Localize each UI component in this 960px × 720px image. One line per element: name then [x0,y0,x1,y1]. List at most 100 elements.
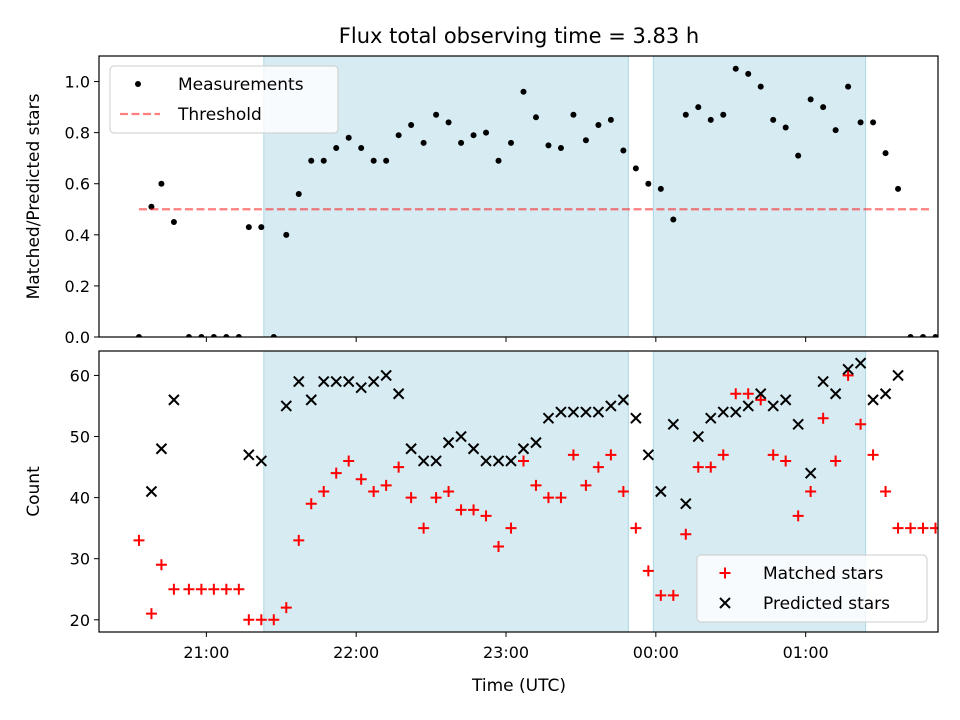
measurement-point [420,139,427,146]
matched-star-point [168,583,180,595]
matched-star-point [517,455,529,467]
legend-box [696,554,928,623]
matched-star-point [208,583,220,595]
predicted-star-point [867,394,879,406]
legend: Measurements Threshold [109,65,339,134]
matched-star-point [233,583,245,595]
y-tick-label: 60 [70,366,90,385]
matched-star-point [592,461,604,473]
measurement-point [732,65,739,72]
matched-star-point [655,589,667,601]
matched-star-point [630,522,642,534]
matched-star-point [155,559,167,571]
measurement-point [707,116,714,123]
predicted-star-point [630,412,642,424]
measurement-point [782,124,789,131]
matched-star-point [355,473,367,485]
matched-star-point [580,479,592,491]
measurement-point [870,119,877,126]
predicted-star-point [455,430,467,443]
predicted-star-point [717,406,729,418]
x-tick-label: 01:00 [783,643,829,662]
measurement-point [820,104,827,111]
measurement-point [795,152,802,159]
y-tick-label: 0.0 [65,328,90,347]
predicted-star-point [829,388,842,400]
x-tick-label: 23:00 [483,643,529,662]
predicted-star-point [405,443,417,455]
x-tick-label: 22:00 [333,643,379,662]
measurement-point [458,139,465,146]
matched-star-point [343,455,355,467]
measurement-point [235,334,242,337]
measurement-point [198,334,205,337]
measurement-point [907,334,914,337]
matched-star-point [468,504,480,516]
measurement-point [545,142,552,149]
predicted-star-point [580,406,592,418]
predicted-star-point [168,394,180,406]
matched-star-point [642,565,654,577]
predicted-star-point [542,412,555,424]
measurement-point [185,334,192,337]
measurement-point [857,119,864,126]
predicted-star-point [145,485,158,498]
measurement-point [170,219,177,226]
measurement-point [333,144,340,151]
matched-star-point [755,394,767,406]
predicted-star-point [779,394,792,406]
matched-star-point [505,522,517,534]
x-tick-label: 00:00 [633,643,679,662]
matched-star-point [905,522,917,534]
measurement-point [508,139,515,146]
matched-star-point [380,479,392,491]
matched-star-point [692,461,704,473]
measurement-point [757,83,764,90]
matched-star-point [243,614,255,626]
chart-title: Flux total observing time = 3.83 h [339,24,699,48]
matched-star-point [567,449,579,461]
y-tick-label: 30 [70,550,90,569]
measurement-point [770,116,777,123]
predicted-star-point [280,400,292,412]
measurement-point [495,157,502,164]
measurement-point [807,96,814,103]
legend-label: Threshold [177,105,262,125]
predicted-star-point [642,449,655,461]
shaded-span [652,55,867,338]
x-tick-label: 21:00 [183,643,229,662]
predicted-star-point [392,388,405,400]
measurement-point [135,334,142,337]
matched-star-point [195,583,207,595]
y-tick-label: 0.4 [65,226,90,245]
matched-star-point [942,523,953,534]
matched-star-point [280,602,292,614]
y-axis-label: Matched/Predicted stars [24,93,44,299]
predicted-star-point [892,369,904,382]
measurement-point [632,165,639,172]
predicted-star-point [243,449,255,461]
measurement-point [158,180,165,187]
measurement-point [283,231,290,238]
matched-star-point [742,388,754,400]
predicted-star-point [692,430,704,443]
matched-star-point [617,486,629,497]
matched-star-point [880,486,892,497]
matched-star-point [305,498,317,510]
predicted-star-point [417,455,430,467]
predicted-star-point [755,388,767,400]
matched-star-point [368,486,380,497]
measurement-point [245,224,252,231]
panel-count: 20 30 40 50 60 21:00 22:00 23:00 00:00 01:00 Count… [24,350,953,662]
matched-star-point [530,479,542,491]
measurement-point [210,334,217,337]
predicted-star-point [355,381,367,394]
y-tick-label: 0.6 [65,175,90,194]
measurement-point [345,134,352,141]
predicted-star-point [730,406,742,418]
measurement-point [620,147,627,154]
measurement-point [570,111,577,118]
measurement-point [657,185,664,192]
matched-star-point [780,455,792,467]
measurement-point [270,334,277,337]
